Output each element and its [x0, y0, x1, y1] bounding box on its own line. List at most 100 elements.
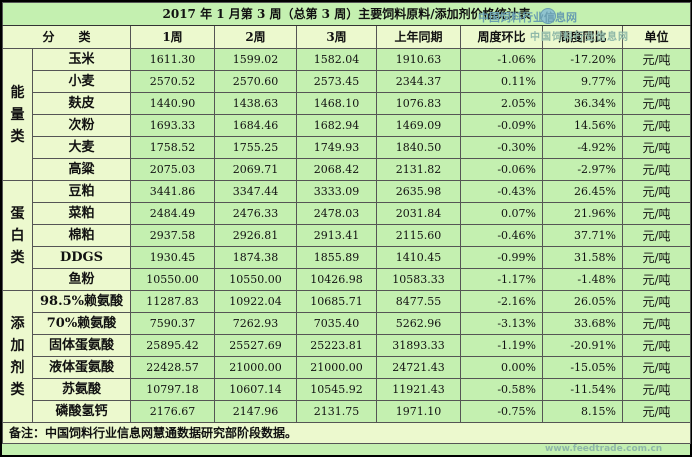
week-1-value: 2484.49 — [130, 202, 215, 225]
last-year-value: 1410.45 — [376, 246, 461, 269]
group-label-char: 加 — [10, 337, 25, 354]
week-1-value: 1440.90 — [130, 92, 215, 115]
group-label-char: 类 — [10, 249, 25, 266]
unit-value: 元/吨 — [621, 136, 692, 159]
year-over-year-value: 9.77% — [542, 70, 623, 93]
last-year-value: 24721.43 — [376, 356, 461, 379]
week-3-value: 10545.92 — [296, 378, 377, 401]
last-year-value: 1076.83 — [376, 92, 461, 115]
week-2-value: 7262.93 — [214, 312, 297, 335]
table-row: 蛋白类豆粕 3441.86 3347.44 3333.09 2635.98 -0.43% 2… — [2, 180, 692, 291]
table-row: 添加剂类 98.5%赖氨酸 11287.83 10922.04 10685.71 8477… — [2, 290, 692, 423]
week-2-value: 25527.69 — [214, 334, 297, 357]
unit-value: 元/吨 — [621, 70, 692, 93]
week-3-value: 2478.03 — [296, 202, 377, 225]
item-name: 98.5%赖氨酸 — [32, 290, 131, 313]
year-over-year-value: 21.96% — [542, 202, 623, 225]
year-over-year-value: 26.45% — [542, 180, 623, 203]
group-label: 蛋白类 — [2, 180, 33, 291]
unit-value: 元/吨 — [621, 92, 692, 115]
week-1-value: 10797.18 — [130, 378, 215, 401]
last-year-value: 2344.37 — [376, 70, 461, 93]
table-row: 次粉 1693.33 1684.46 1682.94 1469.09 -0.09% 14.5… — [3, 114, 692, 137]
week-1-value: 11287.83 — [130, 290, 215, 313]
week-2-value: 2069.71 — [214, 158, 297, 181]
item-name: 小麦 — [32, 70, 131, 93]
week-3-value: 2131.75 — [296, 400, 377, 423]
week-1-value: 25895.42 — [130, 334, 215, 357]
watermark-logo-icon — [540, 8, 556, 24]
table-row: 苏氨酸 10797.18 10607.14 10545.92 11921.43 -0.58… — [3, 378, 692, 401]
year-over-year-value: -2.97% — [542, 158, 623, 181]
table-row: 能量类玉米 1611.30 1599.02 1582.04 1910.63 -1.06% -… — [2, 48, 692, 181]
week-over-week-value: -0.09% — [460, 114, 543, 137]
week-1-value: 10550.00 — [130, 268, 215, 291]
unit-value: 元/吨 — [621, 48, 692, 71]
group-label-char: 剂 — [10, 359, 25, 376]
week-2-value: 3347.44 — [214, 180, 297, 203]
last-year-value: 5262.96 — [376, 312, 461, 335]
group-label-char: 添 — [10, 315, 25, 332]
week-1-value: 1611.30 — [130, 48, 215, 71]
week-3-value: 2068.42 — [296, 158, 377, 181]
price-table: 2017 年 1 月第 3 周（总第 3 周）主要饲料原料/添加剂价格统计表 分… — [1, 2, 692, 444]
item-name: 玉米 — [32, 48, 131, 71]
table-title: 2017 年 1 月第 3 周（总第 3 周）主要饲料原料/添加剂价格统计表 — [1, 2, 692, 26]
note-row: 备注：中国饲料行业信息网慧通数据研究部阶段数据。 — [1, 422, 692, 444]
week-over-week-value: 0.11% — [460, 70, 543, 93]
year-over-year-value: 33.68% — [542, 312, 623, 335]
unit-value: 元/吨 — [621, 400, 692, 423]
week-over-week-value: -1.19% — [460, 334, 543, 357]
week-2-value: 2570.60 — [214, 70, 297, 93]
unit-value: 元/吨 — [621, 290, 692, 313]
last-year-value: 2031.84 — [376, 202, 461, 225]
item-name: 棉粕 — [32, 224, 131, 247]
table-row: 麸皮 1440.90 1438.63 1468.10 1076.83 2.05% 36.34… — [3, 92, 692, 115]
item-name: 苏氨酸 — [32, 378, 131, 401]
year-over-year-value: 8.15% — [542, 400, 623, 423]
header-row: 分 类 1周 2周 3周 上年同期 周度环比 周度同比 单位 — [2, 25, 692, 49]
week-3-value: 25223.81 — [296, 334, 377, 357]
unit-value: 元/吨 — [621, 268, 692, 291]
item-name: 次粉 — [32, 114, 131, 137]
year-over-year-value: -15.05% — [542, 356, 623, 379]
week-3-value: 10426.98 — [296, 268, 377, 291]
item-name: 70%赖氨酸 — [32, 312, 131, 335]
week-1-value: 7590.37 — [130, 312, 215, 335]
item-name: 液体蛋氨酸 — [32, 356, 131, 379]
week-1-value: 2075.03 — [130, 158, 215, 181]
week-2-value: 10922.04 — [214, 290, 297, 313]
week-3-value: 1749.93 — [296, 136, 377, 159]
table-row: 菜粕 2484.49 2476.33 2478.03 2031.84 0.07% 21.96… — [3, 202, 692, 225]
week-2-value: 1438.63 — [214, 92, 297, 115]
unit-value: 元/吨 — [621, 312, 692, 335]
table-row: 磷酸氢钙 2176.67 2147.96 2131.75 1971.10 -0.75% 8.… — [3, 400, 692, 423]
week-2-value: 2926.81 — [214, 224, 297, 247]
year-over-year-value: -4.92% — [542, 136, 623, 159]
last-year-value: 8477.55 — [376, 290, 461, 313]
week-1-value: 2937.58 — [130, 224, 215, 247]
year-over-year-value: -11.54% — [542, 378, 623, 401]
table-row: 鱼粉 10550.00 10550.00 10426.98 10583.33 -1.17%… — [3, 268, 692, 291]
table-row: DDGS 1930.45 1874.38 1855.89 1410.45 -0.99% 31… — [3, 246, 692, 269]
group-label-char: 类 — [10, 128, 25, 145]
table-row: 液体蛋氨酸 22428.57 21000.00 21000.00 24721.43 0.0… — [3, 356, 692, 379]
unit-value: 元/吨 — [621, 158, 692, 181]
week-3-value: 21000.00 — [296, 356, 377, 379]
table-row: 固体蛋氨酸 25895.42 25527.69 25223.81 31893.33 -1.… — [3, 334, 692, 357]
unit-value: 元/吨 — [621, 224, 692, 247]
week-over-week-value: -3.13% — [460, 312, 543, 335]
unit-value: 元/吨 — [621, 246, 692, 269]
week-2-value: 1874.38 — [214, 246, 297, 269]
year-over-year-value: 37.71% — [542, 224, 623, 247]
item-name: 高粱 — [32, 158, 131, 181]
week-2-value: 1755.25 — [214, 136, 297, 159]
table-row: 高粱 2075.03 2069.71 2068.42 2131.82 -0.06% -2.9… — [3, 158, 692, 181]
last-year-value: 1910.63 — [376, 48, 461, 71]
week-1-value: 3441.86 — [130, 180, 215, 203]
table-row: 棉粕 2937.58 2926.81 2913.41 2115.60 -0.46% 37.7… — [3, 224, 692, 247]
week-over-week-value: -1.06% — [460, 48, 543, 71]
last-year-value: 1840.50 — [376, 136, 461, 159]
last-year-value: 10583.33 — [376, 268, 461, 291]
year-over-year-value: 26.05% — [542, 290, 623, 313]
